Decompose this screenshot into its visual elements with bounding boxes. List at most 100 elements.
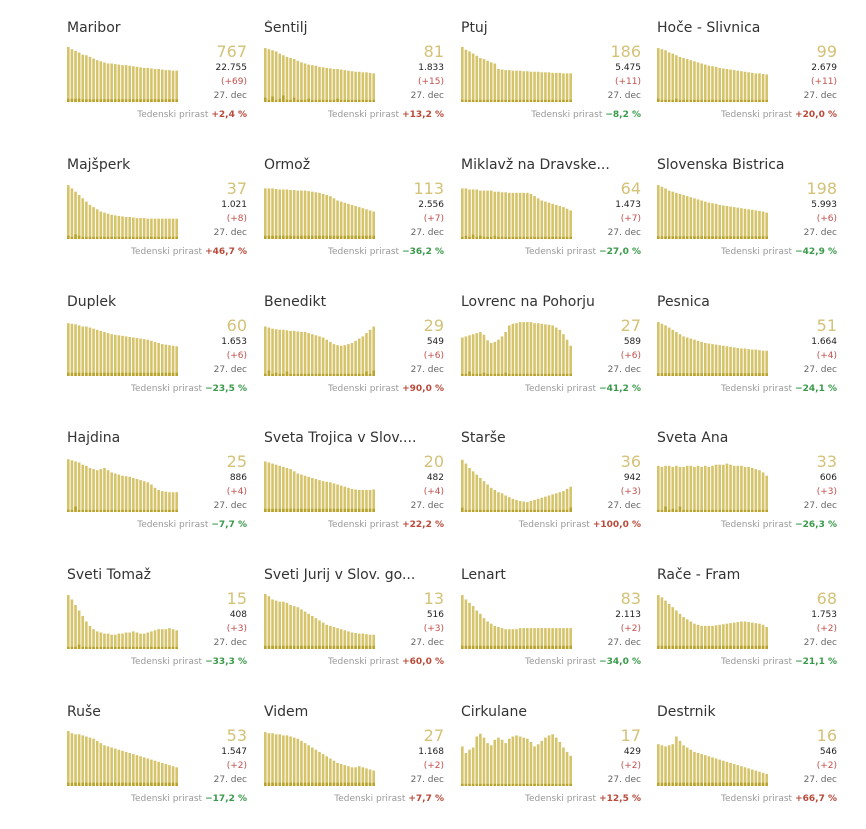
active-cases-bar — [547, 324, 551, 376]
date-label: 27. dec — [803, 775, 837, 785]
new-cases-bar — [547, 236, 551, 239]
active-cases-bar — [368, 769, 372, 786]
new-cases-bar — [729, 236, 732, 239]
active-cases-bar — [675, 610, 678, 649]
date-label: 27. dec — [607, 91, 641, 101]
active-cases-bar — [153, 630, 157, 649]
new-cases-bar — [146, 236, 150, 239]
bar-chart — [461, 47, 572, 102]
new-cases-bar — [736, 509, 740, 512]
active-cases-bar — [135, 66, 139, 102]
new-cases-bar — [357, 645, 361, 649]
active-cases-bar — [95, 209, 99, 239]
new-cases-bar — [368, 235, 372, 239]
new-cases-bar — [657, 782, 660, 786]
active-cases-bar — [468, 468, 471, 512]
new-cases-bar — [522, 373, 526, 376]
active-cases-bar — [569, 210, 572, 239]
new-cases-bar — [536, 236, 540, 239]
active-cases-bar — [372, 73, 375, 102]
new-cases-bar — [103, 236, 106, 239]
active-cases-bar — [74, 50, 77, 102]
new-cases-bar — [479, 509, 482, 512]
new-cases-bar — [307, 645, 310, 649]
active-cases-bar — [99, 469, 103, 512]
active-cases-bar — [325, 67, 329, 102]
new-cases-bar — [274, 782, 278, 786]
date-label: 27. dec — [803, 91, 837, 101]
new-cases-bar — [740, 99, 743, 102]
active-cases-bar — [565, 751, 569, 786]
municipality-card: Slovenska Bistrica 198 5.993 (+6) 27. dec Ted… — [657, 157, 837, 282]
new-cases-bar — [664, 645, 667, 649]
new-cases-bar — [479, 373, 482, 376]
new-cases-bar — [464, 645, 468, 649]
new-cases-bar — [497, 236, 500, 239]
new-cases-bar — [511, 373, 515, 376]
new-cases-bar — [267, 235, 271, 239]
active-cases-bar — [168, 345, 171, 376]
new-cases-bar — [264, 645, 267, 649]
active-cases-bar — [67, 595, 70, 649]
active-cases-bar — [562, 334, 565, 376]
new-cases-bar — [157, 99, 160, 102]
active-cases-bar — [365, 72, 368, 102]
new-cases-bar — [486, 783, 489, 786]
new-cases-bar — [271, 235, 274, 239]
active-cases-bar — [685, 337, 689, 376]
active-cases-bar — [736, 347, 740, 376]
new-cases-bar — [533, 99, 536, 102]
new-cases-bar — [685, 373, 689, 376]
municipality-title: Ptuj — [461, 20, 488, 36]
active-cases-bar — [307, 191, 310, 239]
active-cases-bar — [518, 501, 522, 512]
new-cases-bar — [511, 645, 515, 649]
active-cases-bar — [479, 58, 482, 102]
new-cases-bar — [547, 373, 551, 376]
new-cases-bar — [675, 98, 678, 102]
bar-chart — [67, 323, 178, 376]
new-cases-bar — [103, 782, 106, 786]
weekly-growth-label: Tedenski prirast — [518, 520, 590, 530]
new-cases-bar — [292, 782, 296, 786]
active-cases-bar — [67, 185, 70, 239]
new-cases-bar — [81, 372, 85, 376]
active-cases-bar — [660, 49, 664, 102]
active-cases-bar — [693, 623, 696, 649]
new-cases-bar — [336, 508, 339, 512]
new-cases-bar — [671, 645, 675, 649]
active-cases-bar — [696, 624, 700, 649]
new-cases-bar — [332, 645, 336, 649]
new-cases-bar — [70, 236, 74, 239]
active-cases-bar — [504, 495, 507, 512]
active-cases-bar — [347, 487, 350, 512]
active-cases-bar — [267, 733, 271, 786]
new-cases-bar — [325, 645, 329, 649]
active-cases-bar — [274, 329, 278, 376]
new-cases-bar — [497, 509, 500, 512]
active-cases-bar — [150, 218, 153, 239]
active-cases-bar — [99, 330, 103, 376]
new-cases-bar — [88, 509, 92, 512]
active-cases-bar — [113, 473, 117, 512]
active-cases-bar — [729, 206, 732, 239]
active-cases-value: 113 — [413, 179, 444, 198]
active-cases-bar — [479, 477, 482, 512]
total-cases-value: 1.168 — [418, 747, 444, 757]
new-cases-bar — [357, 99, 361, 102]
new-cases-bar — [325, 235, 329, 239]
new-cases-bar — [146, 372, 150, 376]
active-cases-bar — [296, 60, 300, 102]
new-cases-bar — [482, 372, 486, 376]
active-cases-bar — [689, 338, 693, 376]
new-cases-bar — [77, 235, 81, 239]
total-cases-value: 1.021 — [221, 200, 247, 210]
new-cases-bar — [750, 99, 754, 102]
active-cases-bar — [515, 70, 518, 102]
active-cases-bar — [489, 62, 493, 102]
new-cases-bar — [700, 645, 703, 649]
active-cases-bar — [493, 739, 497, 786]
active-cases-bar — [88, 56, 92, 102]
active-cases-bar — [765, 475, 768, 512]
active-cases-bar — [81, 326, 85, 376]
